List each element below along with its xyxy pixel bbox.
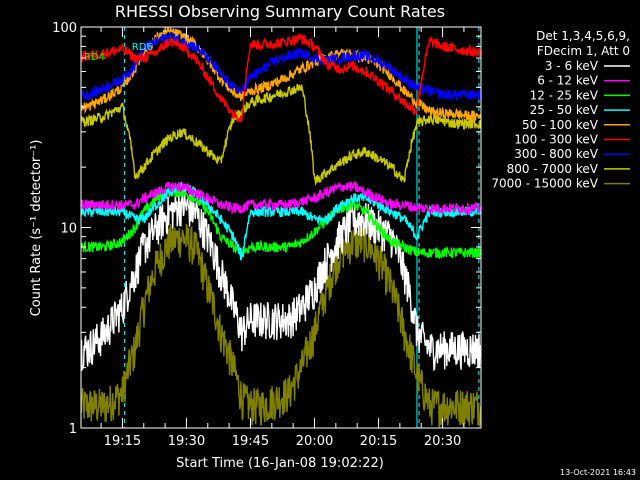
axis-layer: 1 10 100 19:15 19:30 19:45 20:00 20:15 20:30 bbox=[52, 21, 481, 449]
timestamp: 13-Oct-2021 16:43 bbox=[560, 468, 636, 477]
x-tick-label-5: 20:30 bbox=[424, 434, 461, 449]
series-line-0 bbox=[81, 190, 481, 372]
series-line-1 bbox=[81, 180, 481, 216]
series-line-7 bbox=[81, 83, 481, 187]
annotation-rd4: RD4 bbox=[84, 52, 105, 63]
x-tick-label-2: 19:45 bbox=[232, 434, 269, 449]
legend-label-6: 300 - 800 keV bbox=[514, 147, 598, 161]
legend-label-5: 100 - 300 keV bbox=[514, 133, 598, 147]
x-tick-label-0: 19:15 bbox=[104, 434, 141, 449]
series-line-2 bbox=[81, 187, 481, 260]
legend-label-7: 800 - 7000 keV bbox=[507, 162, 599, 176]
legend-header-1: FDecim 1, Att 0 bbox=[537, 44, 630, 58]
series-line-3 bbox=[81, 181, 481, 261]
x-tick-label-3: 20:00 bbox=[296, 434, 333, 449]
annotation-rd6: RD6 bbox=[132, 42, 153, 53]
legend-label-2: 12 - 25 keV bbox=[530, 88, 599, 102]
legend-label-8: 7000 - 15000 keV bbox=[491, 177, 598, 191]
legend-label-4: 50 - 100 keV bbox=[522, 118, 599, 132]
data-layer: RD6 RD4 bbox=[81, 27, 481, 428]
series-line-4 bbox=[81, 27, 481, 123]
legend: Det 1,3,4,5,6,9,FDecim 1, Att 03 - 6 keV… bbox=[491, 29, 630, 191]
legend-header-0: Det 1,3,4,5,6,9, bbox=[536, 29, 630, 43]
series-line-8 bbox=[81, 223, 481, 428]
legend-label-1: 6 - 12 keV bbox=[537, 74, 599, 88]
y-tick-label-1: 10 bbox=[60, 222, 77, 237]
legend-label-3: 25 - 50 keV bbox=[530, 103, 599, 117]
x-tick-label-1: 19:30 bbox=[168, 434, 205, 449]
x-axis-label: Start Time (16-Jan-08 19:02:22) bbox=[176, 456, 384, 471]
chart-title: RHESSI Observing Summary Count Rates bbox=[115, 2, 445, 21]
y-axis-label: Count Rate (s⁻¹ detector⁻¹) bbox=[29, 140, 44, 317]
y-tick-label-0: 1 bbox=[69, 422, 77, 437]
legend-label-0: 3 - 6 keV bbox=[545, 59, 599, 73]
series-line-5 bbox=[81, 33, 481, 124]
y-tick-label-2: 100 bbox=[52, 21, 77, 36]
series-line-6 bbox=[81, 31, 481, 102]
x-tick-label-4: 20:15 bbox=[360, 434, 397, 449]
